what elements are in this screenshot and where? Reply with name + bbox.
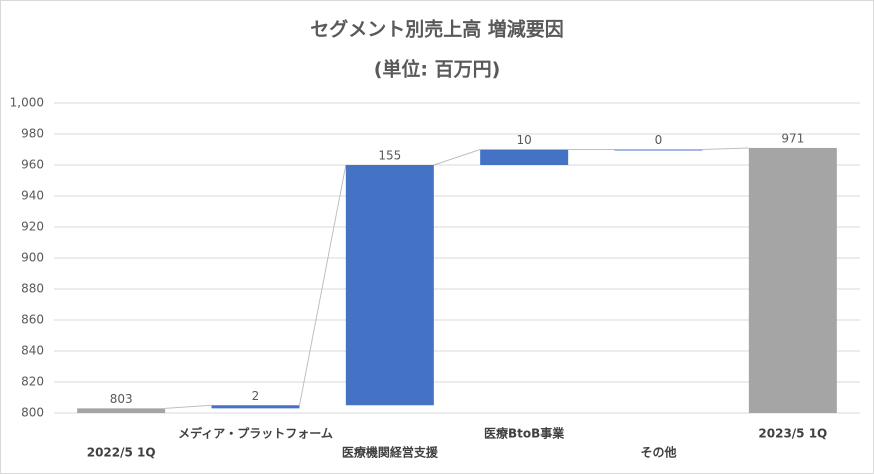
y-tick-label: 920 [21, 220, 44, 234]
x-tick-label: その他 [640, 445, 676, 460]
connector [433, 149, 481, 166]
y-tick-label: 840 [21, 344, 44, 358]
y-tick-label: 980 [21, 127, 44, 141]
y-tick-label: 900 [21, 251, 44, 265]
x-tick-label: 医療BtoB事業 [484, 426, 565, 441]
x-tick-label: 2022/5 1Q [87, 446, 156, 460]
y-tick-label: 960 [21, 158, 44, 172]
y-tick-label: 820 [21, 375, 44, 389]
y-tick-label: 1,000 [10, 96, 44, 110]
value-label: 0 [655, 133, 663, 147]
bar [614, 149, 703, 151]
x-tick-label: メディア・プラットフォーム [178, 426, 333, 441]
y-tick-label: 800 [21, 406, 44, 420]
x-tick-label: 2023/5 1Q [758, 427, 827, 441]
value-label: 803 [110, 392, 133, 406]
connector [702, 147, 749, 150]
value-label: 155 [378, 149, 401, 163]
value-label: 971 [781, 131, 804, 145]
y-tick-label: 940 [21, 189, 44, 203]
chart-subtitle: (単位: 百万円) [374, 58, 501, 81]
bar [748, 147, 837, 413]
connector [165, 404, 212, 409]
y-tick-label: 860 [21, 313, 44, 327]
y-tick-label: 880 [21, 282, 44, 296]
bar [77, 408, 166, 413]
x-tick-label: 医療機関経営支援 [342, 445, 439, 460]
value-label: 10 [517, 133, 532, 147]
bar [211, 405, 300, 409]
bar [345, 165, 434, 406]
value-label: 2 [252, 389, 260, 403]
chart-title: セグメント別売上高 増減要因 [310, 18, 564, 41]
bar [480, 149, 569, 165]
connector [299, 164, 347, 406]
